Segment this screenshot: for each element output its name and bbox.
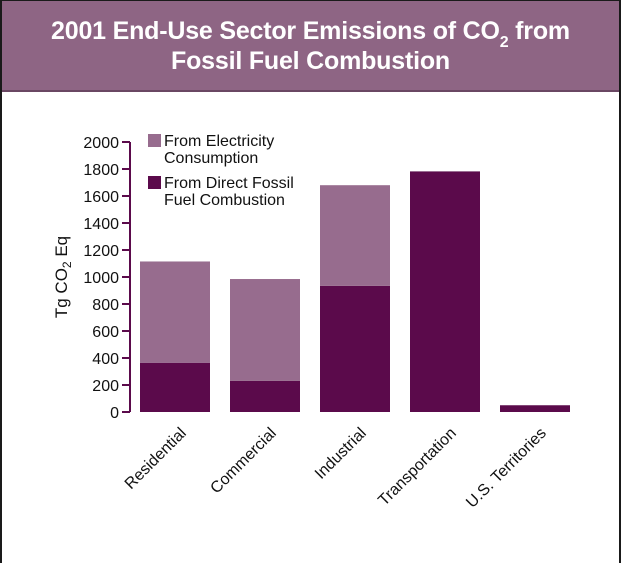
- y-tick-label: 1200: [83, 243, 119, 260]
- y-tick-label: 2000: [83, 135, 119, 152]
- y-tick-label: 1600: [83, 189, 119, 206]
- legend-label: From Electricity: [164, 133, 274, 150]
- bar-electricity-commercial: [230, 279, 300, 381]
- bar-electricity-transportation: [410, 171, 480, 172]
- chart-header: 2001 End-Use Sector Emissions of CO2 fro…: [2, 1, 619, 92]
- y-tick-label: 1800: [83, 162, 119, 179]
- x-category-label: U.S. Territories: [463, 425, 550, 512]
- chart-title-line-1: 2001 End-Use Sector Emissions of CO2 fro…: [51, 16, 570, 51]
- y-tick-label: 600: [92, 324, 119, 341]
- y-axis-label: Tg CO2 Eq: [52, 236, 74, 318]
- x-category-label: Transportation: [375, 425, 460, 510]
- x-category-label: Residential: [122, 425, 190, 493]
- bar-electricity-industrial: [320, 185, 390, 286]
- legend-swatch: [148, 134, 161, 147]
- bar-direct-residential: [140, 362, 210, 412]
- bar-direct-u-s-territories: [500, 405, 570, 412]
- y-tick-label: 200: [92, 378, 119, 395]
- bar-electricity-residential: [140, 261, 210, 363]
- bar-direct-industrial: [320, 285, 390, 412]
- bar-direct-transportation: [410, 171, 480, 412]
- legend-label: Fuel Combustion: [164, 192, 285, 209]
- chart-title-line-2: Fossil Fuel Combustion: [171, 46, 450, 75]
- legend-label: From Direct Fossil: [164, 175, 294, 192]
- legend-swatch: [148, 176, 161, 189]
- y-tick-label: 800: [92, 297, 119, 314]
- y-tick-label: 0: [110, 405, 119, 422]
- y-tick-label: 1000: [83, 270, 119, 287]
- y-tick-label: 1400: [83, 216, 119, 233]
- legend-label: Consumption: [164, 150, 258, 167]
- x-category-label: Commercial: [207, 425, 279, 497]
- bar-direct-commercial: [230, 380, 300, 412]
- x-category-label: Industrial: [312, 425, 370, 483]
- y-tick-label: 400: [92, 351, 119, 368]
